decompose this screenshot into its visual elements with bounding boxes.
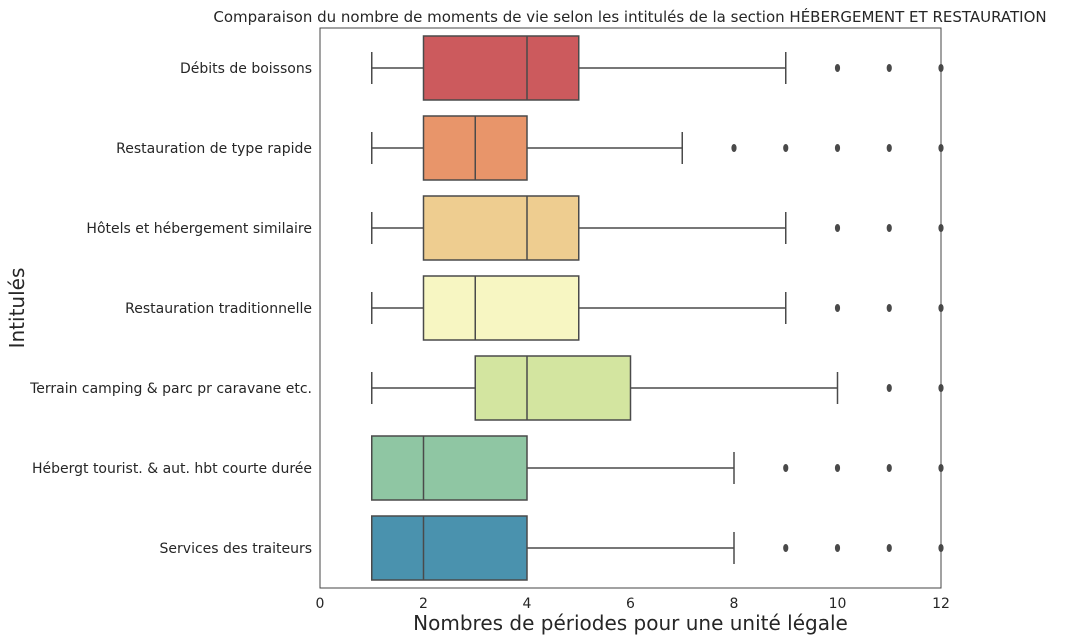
box-group: [371, 515, 944, 581]
outlier-point: [886, 304, 892, 312]
x-tick-label: 8: [730, 596, 739, 612]
y-tick-label: Débits de boissons: [180, 61, 312, 77]
outlier-point: [783, 544, 789, 552]
y-tick-labels: Débits de boissons Restauration de type r…: [29, 61, 312, 557]
x-tick-label: 4: [523, 596, 532, 612]
x-tick-label: 12: [932, 596, 950, 612]
y-tick-label: Hébergt tourist. & aut. hbt courte durée: [32, 461, 312, 477]
outlier-point: [834, 544, 841, 552]
box-iqr: [371, 515, 528, 581]
y-tick-label: Restauration traditionnelle: [125, 301, 312, 317]
box-group: [371, 195, 944, 261]
outlier-point: [886, 144, 892, 152]
chart-title: Comparaison du nombre de moments de vie …: [213, 7, 1046, 26]
box-iqr: [371, 435, 528, 501]
outlier-point: [834, 304, 841, 312]
box-group: [371, 435, 944, 501]
box-iqr: [422, 195, 580, 261]
x-tick-label: 0: [316, 596, 325, 612]
y-tick-label: Restauration de type rapide: [116, 141, 312, 157]
y-tick-label: Terrain camping & parc pr caravane etc.: [29, 381, 312, 397]
box-iqr: [422, 35, 580, 101]
outlier-point: [886, 544, 892, 552]
outlier-point: [886, 224, 892, 232]
outlier-point: [834, 144, 841, 152]
plot-frame: [319, 27, 942, 589]
x-tick-label: 10: [829, 596, 847, 612]
x-axis-label: Nombres de périodes pour une unité légal…: [413, 611, 848, 635]
x-tick-label: 2: [419, 596, 428, 612]
outlier-point: [783, 464, 789, 472]
outlier-point: [886, 384, 892, 392]
y-tick-label: Hôtels et hébergement similaire: [86, 221, 312, 237]
boxes-group: [371, 35, 944, 581]
y-axis-label: Intitulés: [5, 268, 29, 349]
box-group: [371, 275, 944, 341]
outlier-point: [834, 464, 841, 472]
outlier-point: [886, 64, 892, 72]
outlier-point: [886, 464, 892, 472]
y-tick-label: Services des traiteurs: [160, 541, 312, 557]
x-tick-labels: 0 2 4 6 8 10 12: [316, 596, 950, 612]
box-iqr: [474, 355, 632, 421]
box-group: [371, 115, 944, 181]
box-iqr: [422, 275, 580, 341]
box-group: [371, 35, 944, 101]
outlier-point: [834, 64, 841, 72]
outlier-point: [731, 144, 737, 152]
outlier-point: [783, 144, 789, 152]
box-group: [371, 355, 944, 421]
outlier-point: [834, 224, 841, 232]
x-tick-label: 6: [626, 596, 635, 612]
